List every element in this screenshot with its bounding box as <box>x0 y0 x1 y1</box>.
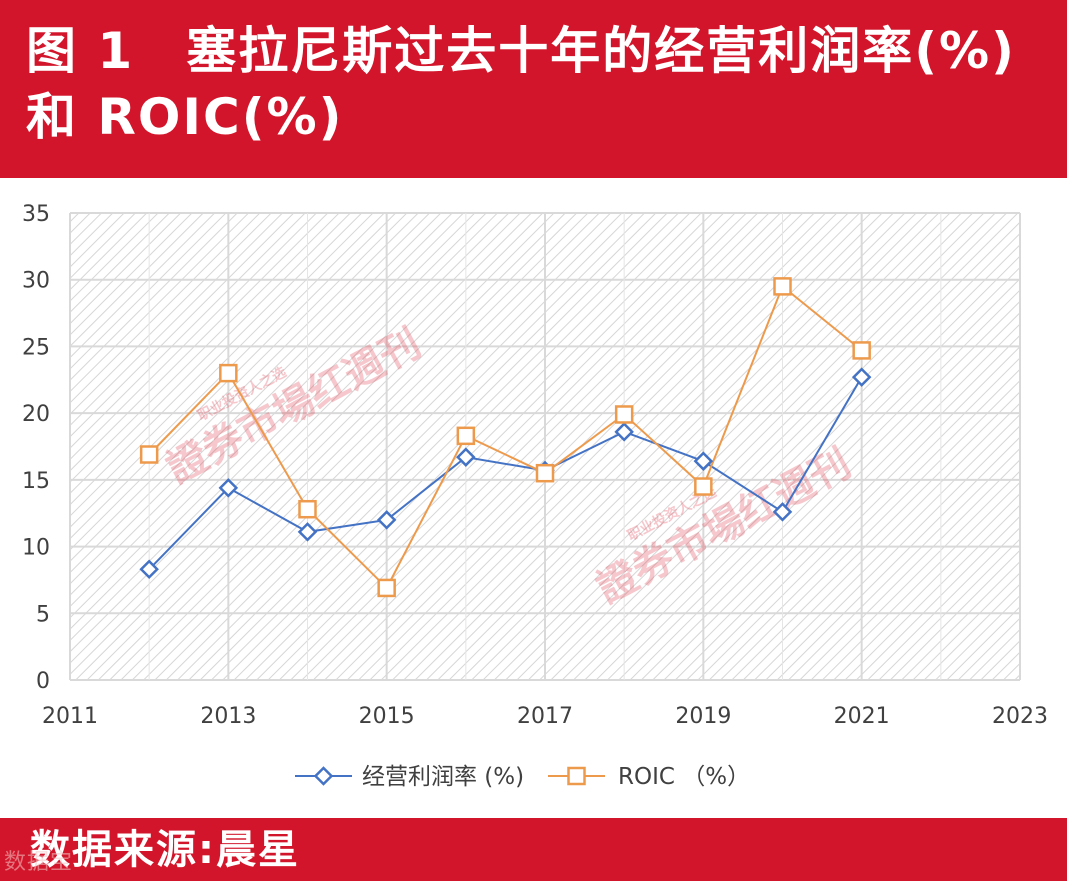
data-point-series-1 <box>693 451 714 471</box>
corner-watermark: 数据宝 <box>4 850 74 875</box>
series-line-1 <box>148 376 863 570</box>
data-point-series-2 <box>694 477 713 496</box>
legend-marker-series-2 <box>567 766 586 786</box>
footer-banner: 数据来源:晨星 数据宝 <box>0 818 1067 881</box>
data-point-series-2 <box>298 499 317 519</box>
y-tick-label: 30 <box>22 269 50 294</box>
data-point-series-1 <box>851 367 872 387</box>
y-tick-label: 5 <box>36 602 50 627</box>
chart-area: 0 5 10 15 20 25 30 35 2011 2013 2015 2017 2019 2021 20… <box>0 178 1067 818</box>
x-tick-label: 2015 <box>359 704 415 729</box>
x-tick-label: 2019 <box>675 704 731 729</box>
data-point-series-2 <box>139 445 159 464</box>
data-point-series-1 <box>456 447 476 467</box>
series-line-2 <box>148 284 863 590</box>
legend-label-series-2: ROIC （%） <box>618 764 750 790</box>
legend-marker-series-1 <box>313 766 334 786</box>
y-tick-label: 15 <box>22 469 50 494</box>
series-layer <box>139 277 872 598</box>
legend: 经营利润率 (%) ROIC （%） <box>295 764 750 790</box>
data-point-series-2 <box>614 405 634 424</box>
y-tick-label: 25 <box>22 335 50 360</box>
data-point-series-2 <box>852 341 871 360</box>
data-point-series-2 <box>456 426 476 446</box>
data-point-series-2 <box>535 463 555 483</box>
data-point-series-1 <box>614 422 634 442</box>
x-tick-label: 2023 <box>992 704 1048 729</box>
x-tick-label: 2011 <box>42 704 98 729</box>
y-tick-label: 35 <box>22 202 50 227</box>
x-tick-label: 2021 <box>834 704 890 729</box>
data-source: 数据来源:晨星 <box>30 827 300 873</box>
grid-lines <box>69 212 1021 681</box>
data-point-series-2 <box>377 578 396 598</box>
y-tick-label: 0 <box>36 669 50 694</box>
chart-title: 图 1 塞拉尼斯过去十年的经营利润率(%)和 ROIC(%) <box>26 22 1016 146</box>
data-point-series-1 <box>772 502 793 522</box>
y-tick-label: 10 <box>22 536 50 561</box>
data-point-series-1 <box>376 510 397 530</box>
data-point-series-2 <box>773 277 792 296</box>
axis-ticks: 0 5 10 15 20 25 30 35 2011 2013 2015 2017 2019 2021 20… <box>22 202 1048 729</box>
data-point-series-1 <box>139 559 159 580</box>
data-point-series-2 <box>219 363 238 383</box>
header-banner: 图 1 塞拉尼斯过去十年的经营利润率(%)和 ROIC(%) <box>0 0 1067 178</box>
x-tick-label: 2013 <box>200 704 256 729</box>
y-tick-label: 20 <box>22 402 50 427</box>
legend-label-series-1: 经营利润率 (%) <box>362 764 524 790</box>
x-tick-label: 2017 <box>517 704 573 729</box>
line-chart: 0 5 10 15 20 25 30 35 2011 2013 2015 2017 2019 2021 20… <box>22 202 1048 790</box>
data-point-series-1 <box>218 478 239 498</box>
data-point-series-1 <box>297 522 318 542</box>
